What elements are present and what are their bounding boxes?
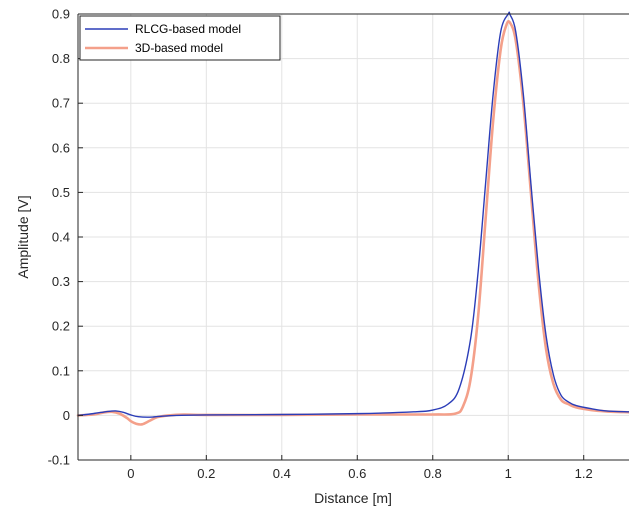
x-tick-label: 0.8 (424, 466, 442, 481)
y-tick-label: 0.2 (52, 319, 70, 334)
axes (77, 13, 629, 461)
tick-labels: 0 0.2 0.4 0.6 0.8 1 1.2 -0.1 0 0.1 0.2 0.3 0.4 0.5 0.6… (48, 7, 593, 482)
y-tick-label: 0 (63, 408, 70, 423)
x-tick-label: 0.2 (197, 466, 215, 481)
y-tick-label: 0.9 (52, 7, 70, 22)
x-axis-title: Distance [m] (314, 490, 392, 506)
y-tick-label: 0.8 (52, 51, 70, 66)
x-tick-label: 0.4 (273, 466, 291, 481)
x-tick-label: 0 (127, 466, 134, 481)
x-tick-label: 0.6 (348, 466, 366, 481)
legend-box (79, 15, 281, 61)
y-tick-label: 0.3 (52, 274, 70, 289)
series-line-3d (76, 20, 629, 426)
x-tick-label: 1 (505, 466, 512, 481)
legend-label-rlcg: RLCG-based model (135, 22, 241, 36)
y-axis-title: Amplitude [V] (15, 195, 31, 278)
y-tick-label: 0.5 (52, 185, 70, 200)
y-tick-label: 0.6 (52, 140, 70, 155)
y-tick-label: -0.1 (48, 453, 70, 468)
legend-label-3d: 3D-based model (135, 41, 223, 55)
y-tick-label: 0.1 (52, 363, 70, 378)
series-line-rlcg (77, 11, 629, 418)
y-tick-label: 0.7 (52, 96, 70, 111)
y-tick-label: 0.4 (52, 230, 70, 245)
legend: RLCG-based model 3D-based model (79, 15, 281, 61)
series-layer (76, 11, 629, 426)
x-tick-label: 1.2 (575, 466, 593, 481)
